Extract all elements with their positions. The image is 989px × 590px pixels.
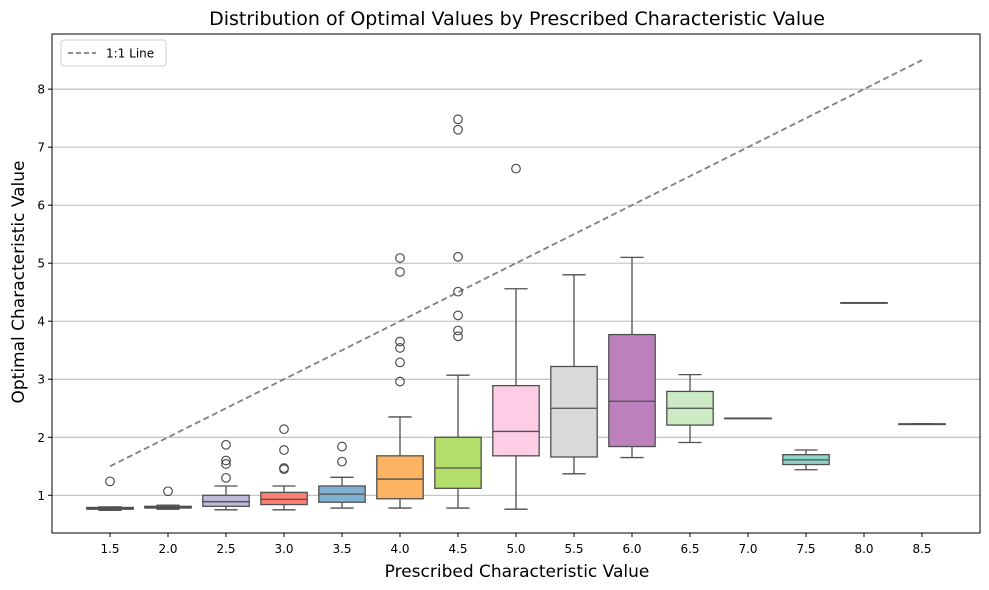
box-6.0 <box>608 256 656 459</box>
box-iqr <box>434 436 482 489</box>
legend-label: 1:1 Line <box>106 47 154 61</box>
y-tick-label: 7 <box>37 141 45 155</box>
outlier-point <box>337 441 347 452</box>
outlier-point <box>395 336 405 347</box>
outlier-point <box>221 472 231 483</box>
x-axis-label: Prescribed Characteristic Value <box>385 562 650 582</box>
x-tick-label: 1.5 <box>100 542 119 556</box>
outlier-point <box>395 343 405 353</box>
outlier-point <box>453 331 463 342</box>
box-4.0 <box>376 253 424 509</box>
legend-frame <box>60 39 167 67</box>
boxes-layer <box>86 114 946 512</box>
box-7.5 <box>782 449 830 471</box>
x-tick-label: 7.0 <box>738 542 757 556</box>
x-tick-label: 4.0 <box>390 542 409 556</box>
y-tick-label: 8 <box>37 83 45 97</box>
x-tick-label: 3.5 <box>332 542 351 556</box>
box-1.5 <box>86 476 134 512</box>
box-iqr <box>492 384 540 457</box>
box-4.5 <box>434 114 482 509</box>
outlier-point <box>453 114 463 125</box>
y-tick-label: 3 <box>37 373 45 387</box>
outlier-point <box>453 325 463 336</box>
x-tick-label: 8.5 <box>912 542 931 556</box>
box-iqr <box>260 491 308 506</box>
box-5.5 <box>550 274 598 475</box>
x-tick-label: 5.5 <box>564 542 583 556</box>
outlier-point <box>453 310 463 321</box>
box-iqr <box>376 455 424 500</box>
outlier-point <box>395 266 405 277</box>
y-tick-label: 5 <box>37 257 45 271</box>
outlier-point <box>395 253 405 263</box>
outlier-point <box>453 124 463 135</box>
box-8.0 <box>840 301 888 304</box>
box-2.0 <box>144 486 192 510</box>
y-tick-label: 1 <box>37 489 45 503</box>
x-tick-label: 2.5 <box>216 542 235 556</box>
chart-title: Distribution of Optimal Values by Prescr… <box>209 8 825 30</box>
box-5.0 <box>492 163 540 510</box>
x-axis-ticks: 1.5 2.0 2.5 3.0 3.5 4.0 4.5 5.0 5.5 6.0 6.5 7.0 7.5 8… <box>100 533 932 556</box>
outlier-point <box>163 486 173 497</box>
outlier-point <box>395 357 405 368</box>
outlier-point <box>221 459 231 469</box>
x-tick-label: 6.0 <box>622 542 641 556</box>
x-tick-label: 3.0 <box>274 542 293 556</box>
x-tick-label: 4.5 <box>448 542 467 556</box>
legend: 1:1 Line <box>60 39 167 67</box>
outlier-point <box>279 445 289 455</box>
box-iqr <box>550 365 598 458</box>
box-3.5 <box>318 441 366 509</box>
x-tick-label: 2.0 <box>158 542 177 556</box>
y-axis-label: Optimal Characteristic Value <box>9 161 29 404</box>
y-tick-label: 4 <box>37 315 45 329</box>
y-tick-label: 6 <box>37 199 45 213</box>
outlier-point <box>337 456 347 467</box>
outlier-point <box>105 476 115 487</box>
box-8.5 <box>898 423 946 426</box>
outlier-point <box>279 424 289 435</box>
x-tick-label: 5.0 <box>506 542 525 556</box>
box-7.0 <box>724 417 772 420</box>
box-6.5 <box>666 373 714 444</box>
y-tick-label: 2 <box>37 431 45 445</box>
outlier-point <box>395 376 405 387</box>
y-axis-ticks: 1 2 3 4 5 6 7 8 <box>37 83 52 503</box>
outlier-point <box>279 463 289 473</box>
outlier-point <box>511 163 521 174</box>
box-2.5 <box>202 439 250 511</box>
box-iqr <box>608 333 656 448</box>
box-3.0 <box>260 424 308 511</box>
x-tick-label: 8.0 <box>854 542 873 556</box>
x-tick-label: 7.5 <box>796 542 815 556</box>
outlier-point <box>221 439 231 450</box>
outlier-point <box>453 286 463 297</box>
box-iqr <box>202 494 250 507</box>
x-tick-label: 6.5 <box>680 542 699 556</box>
outlier-point <box>221 455 231 466</box>
outlier-point <box>453 251 463 262</box>
